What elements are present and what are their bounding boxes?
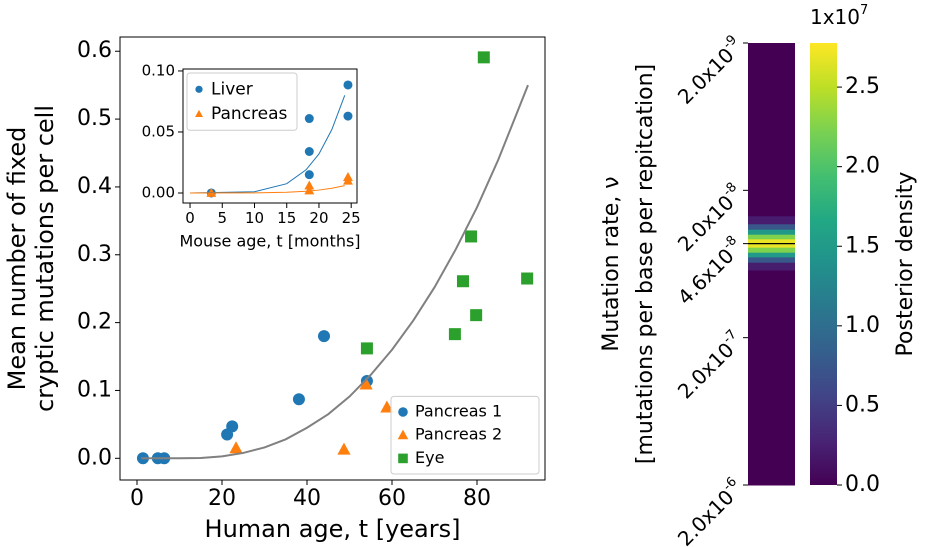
- colorbar-tick-label: 0.0: [845, 472, 880, 497]
- y-tick-label: 0.00: [142, 183, 175, 201]
- point: [304, 170, 314, 180]
- colorbar-tick-label: 1.5: [845, 233, 880, 258]
- colorbar-tick-label: 1.0: [845, 313, 880, 338]
- heatmap-cell: [748, 239, 795, 245]
- legend-label: Eye: [415, 448, 444, 467]
- legend: [390, 395, 540, 475]
- heatmap-cell: [748, 262, 795, 271]
- fit-line: [190, 185, 345, 194]
- point: [337, 442, 351, 455]
- heatmap-cell: [748, 243, 795, 249]
- y-axis-label: [mutations per base per repitcation]: [633, 64, 658, 464]
- legend-marker: [397, 429, 409, 440]
- point: [304, 146, 314, 156]
- legend-marker: [398, 407, 408, 417]
- point: [343, 111, 353, 121]
- x-tick-label: 10: [245, 209, 264, 227]
- y-axis-label: Mean number of fixed: [3, 127, 31, 391]
- legend-label: Pancreas 2: [415, 425, 502, 444]
- heatmap-cell: [748, 270, 795, 486]
- heatmap-cell: [748, 216, 795, 225]
- tick-mantissa: 2.0x10: [672, 485, 738, 547]
- point: [304, 114, 314, 124]
- point: [343, 80, 353, 90]
- y-axis-label: cryptic mutations per cell: [31, 105, 59, 412]
- colorbar-offset: 1x107: [810, 3, 868, 29]
- y-tick-label: 0.3: [77, 242, 112, 267]
- tick-mantissa: 2.0x10: [672, 337, 738, 403]
- y-axis-label: Mutation rate, ν: [599, 176, 624, 351]
- y-tick-label: 0.1: [77, 377, 112, 402]
- legend-marker: [195, 85, 203, 93]
- offset-exponent: 7: [860, 3, 868, 18]
- heatmap-cell: [748, 229, 795, 236]
- colorbar-tick-label: 2.5: [845, 74, 880, 99]
- point: [470, 309, 483, 322]
- heatmap-cell: [748, 224, 795, 231]
- x-tick-label: 60: [378, 486, 406, 511]
- y-tick-label: 2.0x10-7: [671, 327, 747, 403]
- point: [304, 185, 315, 195]
- point: [521, 272, 534, 285]
- point: [360, 342, 373, 355]
- x-tick-label: 40: [293, 486, 321, 511]
- tick-mantissa: 4.6x10: [672, 243, 738, 309]
- legend-label: Liver: [211, 79, 253, 99]
- y-tick-label: 0.0: [77, 445, 112, 470]
- x-tick-label: 0: [185, 209, 195, 227]
- colorbar: [810, 43, 837, 485]
- point: [318, 330, 330, 343]
- heatmap-cell: [748, 257, 795, 264]
- offset-mantissa: 1x10: [810, 5, 860, 29]
- point: [380, 400, 394, 413]
- x-tick-label: 20: [309, 209, 328, 227]
- colorbar-tick-label: 0.5: [845, 392, 880, 417]
- point: [465, 230, 478, 243]
- point: [456, 275, 469, 288]
- point: [448, 328, 461, 341]
- point: [226, 420, 239, 433]
- x-tick-label: 5: [217, 209, 227, 227]
- y-tick-label: 0.2: [77, 310, 112, 335]
- x-tick-label: 0: [130, 486, 144, 511]
- legend: [186, 72, 298, 131]
- x-tick-label: 20: [208, 486, 236, 511]
- x-tick-label: 80: [463, 486, 491, 511]
- heatmap-cell: [748, 252, 795, 258]
- point: [343, 171, 353, 181]
- point: [229, 441, 243, 454]
- y-tick-label: 0.6: [77, 38, 112, 63]
- colorbar-label: Posterior density: [893, 172, 918, 357]
- fit-line: [190, 95, 346, 194]
- y-tick-label: 2.0x10-9: [671, 32, 747, 108]
- x-tick-label: 25: [342, 209, 361, 227]
- point: [304, 180, 315, 190]
- y-tick-label: 0.5: [77, 106, 112, 131]
- y-tick-label: 0.05: [142, 122, 175, 140]
- y-tick-label: 0.4: [77, 174, 112, 199]
- y-tick-label: 2.0x10-6: [671, 474, 747, 547]
- fit-line: [141, 84, 529, 460]
- point: [292, 393, 305, 406]
- colorbar-tick-label: 2.0: [845, 154, 880, 179]
- legend-marker: [195, 109, 203, 118]
- heatmap-cell: [748, 43, 795, 217]
- point: [359, 377, 373, 390]
- x-tick-label: 15: [277, 209, 296, 227]
- x-axis-label: Mouse age, t [months]: [179, 232, 360, 251]
- heatmap-cell: [748, 247, 795, 254]
- legend-label: Pancreas: [211, 104, 288, 124]
- point: [477, 51, 490, 64]
- heatmap-cell: [748, 234, 795, 240]
- y-tick-label: 0.10: [142, 61, 175, 79]
- legend-label: Pancreas 1: [415, 402, 502, 421]
- legend-marker: [398, 453, 408, 464]
- x-axis-label: Human age, t [years]: [205, 515, 461, 543]
- tick-mantissa: 2.0x10: [672, 43, 738, 109]
